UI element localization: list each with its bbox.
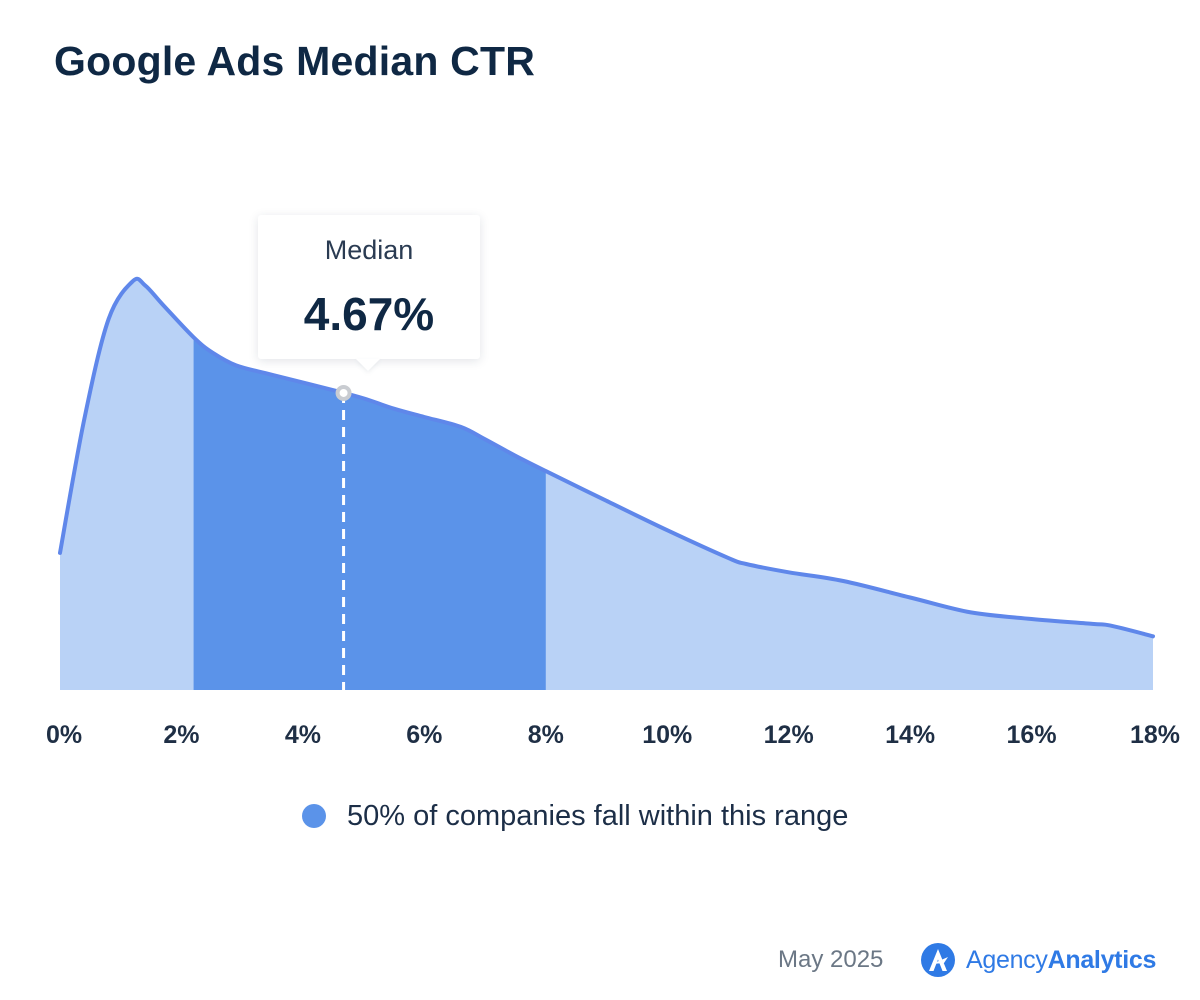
x-tick-label: 0% — [46, 721, 82, 749]
brand-name: AgencyAnalytics — [966, 946, 1156, 975]
distribution-curve — [58, 276, 1155, 639]
chart-title: Google Ads Median CTR — [54, 38, 536, 84]
median-marker[interactable] — [335, 384, 352, 401]
x-tick-label: 8% — [528, 721, 564, 749]
interquartile-range-area — [193, 337, 546, 690]
x-axis-ticks: 0% 2% 4% 6% 8% 10% 12% 14% 16% 18% — [46, 721, 1180, 749]
agency-analytics-logo-icon — [921, 943, 955, 977]
x-tick-label: 10% — [642, 721, 692, 749]
legend: 50% of companies fall within this range — [302, 798, 848, 834]
x-tick-label: 6% — [406, 721, 442, 749]
x-tick-label: 18% — [1130, 721, 1180, 749]
median-tooltip-label: Median — [324, 235, 414, 265]
legend-swatch — [302, 804, 326, 828]
report-date: May 2025 — [778, 946, 884, 973]
brand-name-bold: Analytics — [1047, 945, 1157, 974]
x-tick-label: 4% — [285, 721, 321, 749]
legend-label: 50% of companies fall within this range — [347, 799, 849, 832]
x-tick-label: 16% — [1007, 721, 1057, 749]
brand-name-light: Agency — [966, 945, 1048, 974]
x-tick-label: 2% — [163, 721, 199, 749]
brand-logo[interactable]: AgencyAnalytics — [918, 940, 1156, 980]
x-tick-label: 14% — [885, 721, 935, 749]
median-tooltip-value: 4.67% — [303, 288, 435, 340]
median-tooltip: Median 4.67% — [258, 215, 480, 359]
x-tick-label: 12% — [764, 721, 814, 749]
